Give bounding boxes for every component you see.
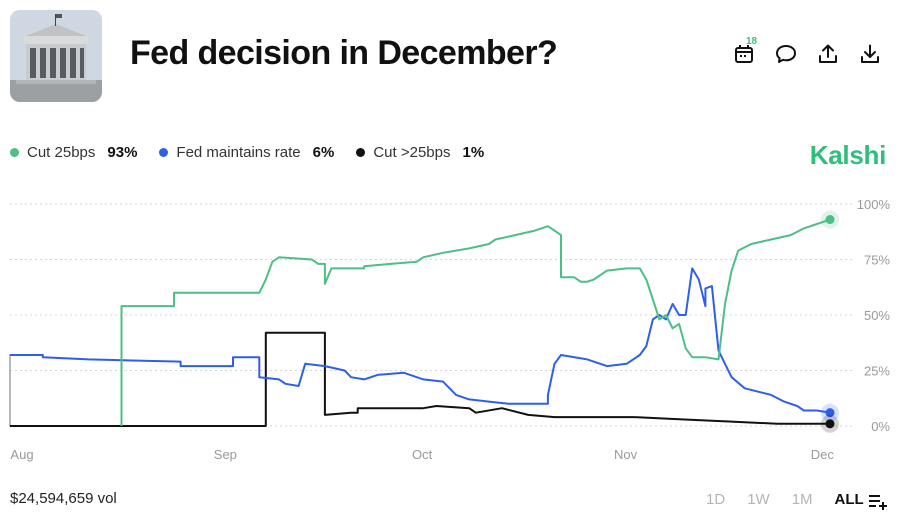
header-actions: 18	[732, 36, 882, 72]
y-tick-label: 25%	[864, 364, 890, 379]
range-selector: 1D 1W 1M ALL	[706, 491, 864, 508]
series-end-dot	[825, 215, 835, 225]
legend-dot-blue	[159, 148, 169, 157]
legend-item-cut-over-25bps[interactable]: Cut >25bps 1%	[356, 144, 484, 161]
x-tick-label: Oct	[412, 447, 433, 462]
chart-legend: Cut 25bps 93% Fed maintains rate 6% Cut …	[10, 144, 484, 161]
fed-building-image	[10, 10, 102, 102]
range-all[interactable]: ALL	[834, 491, 864, 508]
range-1d[interactable]: 1D	[706, 491, 726, 508]
range-1w[interactable]: 1W	[747, 491, 770, 508]
series-line	[10, 267, 831, 414]
calendar-icon	[735, 45, 753, 63]
volume-label: $24,594,659 vol	[10, 490, 117, 507]
legend-dot-black	[356, 148, 366, 157]
legend-value: 1%	[462, 144, 485, 161]
legend-item-fed-maintains[interactable]: Fed maintains rate 6%	[159, 144, 334, 161]
share-button[interactable]	[816, 42, 840, 66]
x-tick-label: Dec	[811, 447, 835, 462]
market-thumbnail	[10, 10, 102, 102]
series-end-dot	[825, 408, 835, 418]
legend-label: Fed maintains rate	[176, 144, 301, 161]
calendar-badge: 18	[746, 36, 758, 47]
legend-item-cut-25bps[interactable]: Cut 25bps 93%	[10, 144, 137, 161]
series-end-dot	[825, 419, 835, 429]
price-chart[interactable]: 100% 75% 50% 25% 0% Aug Sep Oct Nov Dec	[0, 185, 900, 475]
x-tick-label: Nov	[614, 447, 638, 462]
page-title: Fed decision in December?	[130, 34, 558, 72]
calendar-button[interactable]: 18	[732, 36, 757, 66]
y-tick-label: 75%	[864, 253, 890, 268]
comment-button[interactable]	[774, 42, 798, 66]
range-1m[interactable]: 1M	[791, 491, 813, 508]
y-tick-label: 0%	[871, 419, 890, 434]
kalshi-logo: Kalshi	[809, 140, 887, 170]
series-line	[120, 218, 831, 426]
legend-dot-green	[10, 148, 19, 157]
series-line	[10, 331, 830, 427]
x-tick-label: Sep	[214, 447, 237, 462]
list-add-icon	[869, 495, 887, 510]
legend-value: 6%	[312, 144, 335, 161]
y-tick-label: 100%	[857, 197, 891, 212]
download-icon	[861, 44, 879, 63]
download-button[interactable]	[858, 42, 882, 66]
legend-label: Cut 25bps	[27, 144, 96, 161]
y-tick-label: 50%	[864, 308, 890, 323]
share-icon	[819, 44, 837, 63]
legend-value: 93%	[107, 144, 138, 161]
legend-label: Cut >25bps	[373, 144, 451, 161]
x-tick-label: Aug	[10, 447, 33, 462]
chart-options-button[interactable]	[868, 492, 888, 515]
comment-icon	[776, 45, 796, 63]
